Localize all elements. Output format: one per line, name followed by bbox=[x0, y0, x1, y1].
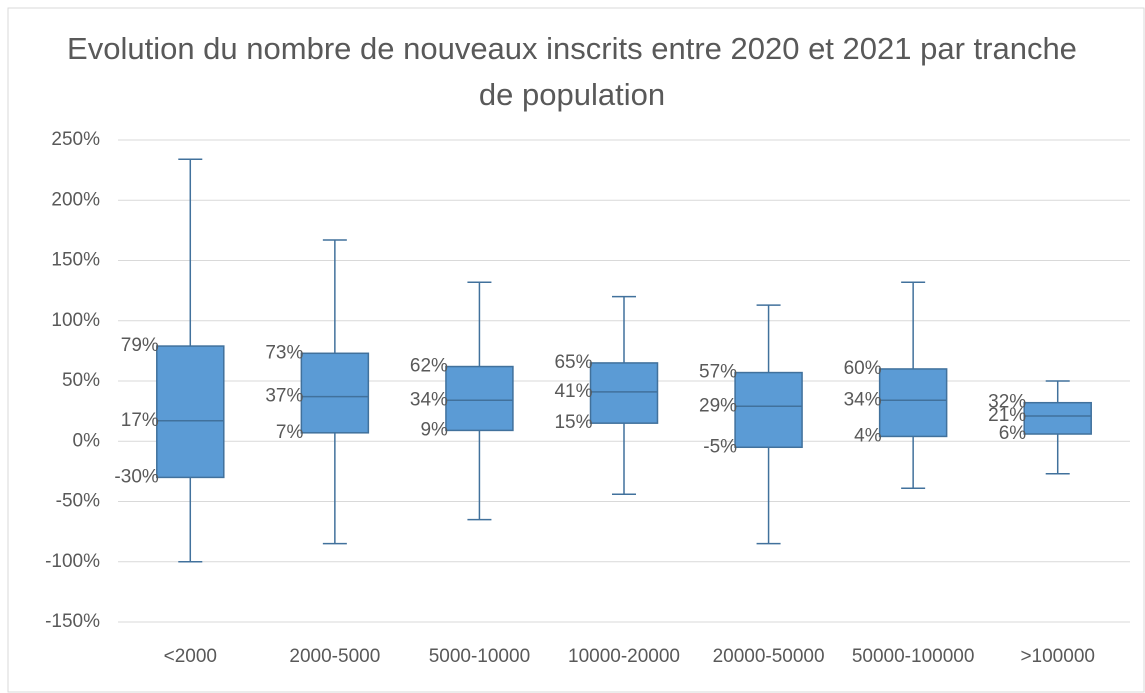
data-label: 37% bbox=[265, 386, 303, 407]
data-label: 34% bbox=[410, 389, 448, 410]
x-tick-label: 2000-5000 bbox=[289, 646, 380, 667]
data-label: 62% bbox=[410, 356, 448, 377]
data-label: 15% bbox=[554, 412, 592, 433]
data-label: 6% bbox=[999, 423, 1027, 444]
data-label: 79% bbox=[121, 335, 159, 356]
data-label: 73% bbox=[265, 342, 303, 363]
data-label: 7% bbox=[276, 422, 304, 443]
y-tick-label: -50% bbox=[56, 491, 100, 512]
box bbox=[1023, 401, 1092, 435]
data-label: 32% bbox=[988, 392, 1026, 413]
data-label: -5% bbox=[703, 436, 737, 457]
data-label: 41% bbox=[554, 381, 592, 402]
x-tick-label: 10000-20000 bbox=[568, 646, 680, 667]
y-tick-label: 50% bbox=[62, 370, 100, 391]
data-label: 60% bbox=[844, 358, 882, 379]
x-tick-label: >100000 bbox=[1020, 646, 1095, 667]
y-tick-label: 250% bbox=[51, 129, 100, 150]
box bbox=[445, 365, 514, 432]
y-tick-label: 100% bbox=[51, 310, 100, 331]
x-tick-label: 20000-50000 bbox=[713, 646, 825, 667]
data-label: 9% bbox=[420, 419, 448, 440]
y-tick-label: 150% bbox=[51, 250, 100, 271]
chart-frame bbox=[7, 7, 1145, 693]
data-label: 21% bbox=[988, 405, 1026, 426]
data-label: 34% bbox=[844, 389, 882, 410]
box bbox=[734, 371, 803, 449]
x-tick-label: 50000-100000 bbox=[852, 646, 975, 667]
data-label: -30% bbox=[114, 466, 158, 487]
box bbox=[156, 345, 225, 479]
y-tick-label: -100% bbox=[45, 551, 100, 572]
box bbox=[300, 352, 370, 434]
data-label: 17% bbox=[121, 410, 159, 431]
data-label: 57% bbox=[699, 362, 737, 383]
y-tick-label: 200% bbox=[51, 189, 100, 210]
box bbox=[589, 362, 659, 424]
x-tick-label: <2000 bbox=[164, 646, 217, 667]
data-label: 4% bbox=[854, 425, 882, 446]
data-label: 65% bbox=[554, 352, 592, 373]
y-tick-label: -150% bbox=[45, 611, 100, 632]
y-tick-label: 0% bbox=[73, 430, 101, 451]
chart-title: Evolution du nombre de nouveaux inscrits… bbox=[67, 31, 1077, 112]
x-tick-label: 5000-10000 bbox=[429, 646, 530, 667]
data-label: 29% bbox=[699, 395, 737, 416]
box bbox=[878, 368, 948, 438]
